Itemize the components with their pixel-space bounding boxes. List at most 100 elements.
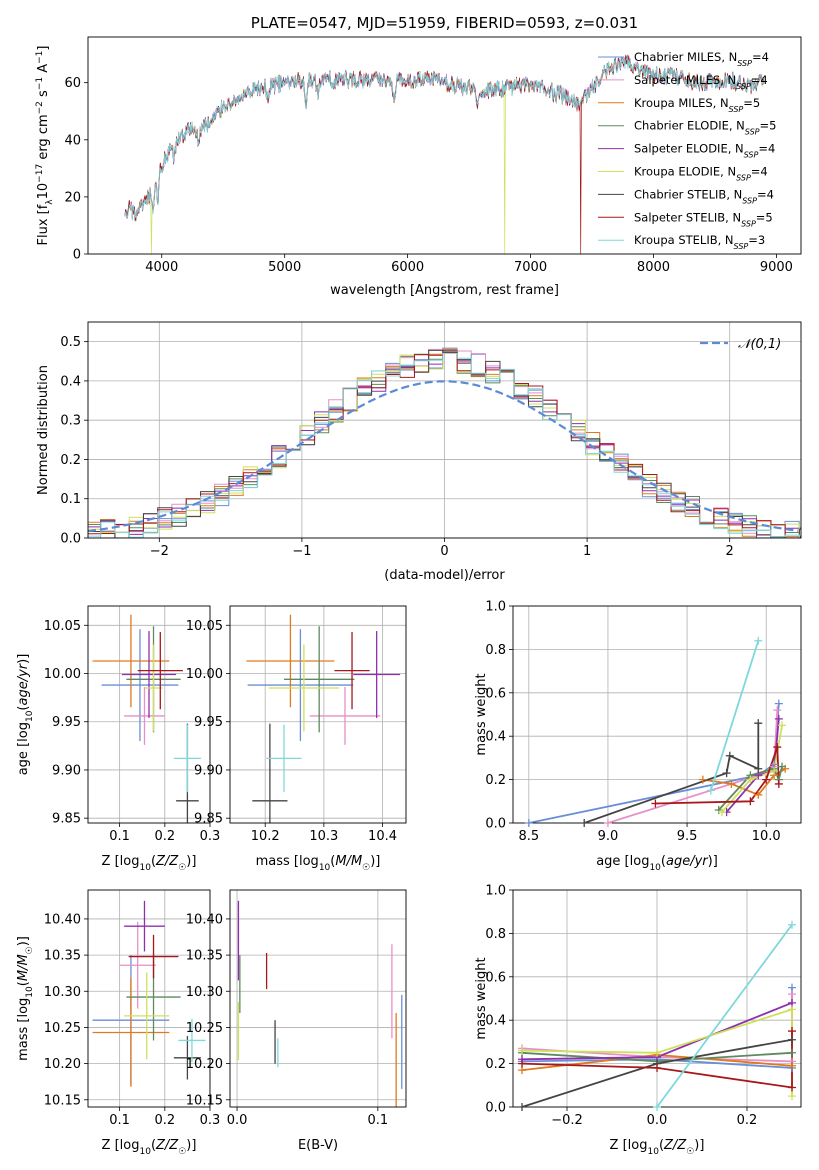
label-part: age/yr <box>666 854 709 869</box>
x-tick-label: 9.5 <box>677 829 698 844</box>
label-part: ( <box>330 854 335 869</box>
label-part: mass [log <box>256 854 319 869</box>
legend-text: Salpeter STELIB, N <box>634 210 741 224</box>
label-part: Z [log <box>102 854 140 869</box>
weight-marker-0 <box>774 699 783 708</box>
weight-marker-7 <box>653 1063 661 1072</box>
legend-label-8: Kroupa STELIB, NSSP=3 <box>634 233 765 251</box>
weight-marker-2 <box>788 1061 796 1070</box>
weight-marker-7 <box>518 1059 526 1068</box>
y-tick-label: 10.20 <box>186 1057 223 1072</box>
x-axis-label: wavelength [Angstrom, rest frame] <box>330 283 559 298</box>
legend-sub: SSP <box>745 127 760 136</box>
x-tick-label: 0.0 <box>647 1113 668 1128</box>
y-tick-label: 10.20 <box>44 1057 81 1072</box>
chart-title: PLATE=0547, MJD=51959, FIBERID=0593, z=0… <box>251 14 638 32</box>
legend-sub: SSP <box>736 173 751 182</box>
label-part: ( <box>151 1138 156 1153</box>
x-tick-label: 4000 <box>145 260 178 275</box>
label-part: Z/Z <box>663 1138 687 1153</box>
x-tick-label: 10.0 <box>752 829 781 844</box>
weight-marker-7 <box>788 1083 796 1092</box>
y-tick-label: 40 <box>64 133 81 148</box>
x-tick-label: −2 <box>150 544 169 559</box>
legend-sub: SSP <box>734 242 749 251</box>
y-tick-label: 0.1 <box>60 492 81 507</box>
x-tick-label: −0.2 <box>551 1113 583 1128</box>
y-tick-label: 10.30 <box>186 985 223 1000</box>
x-axis-label: mass [log10(M/M☉)] <box>256 854 381 873</box>
y-tick-label: 0.0 <box>485 1101 506 1116</box>
y-tick-label: 9.90 <box>194 763 223 778</box>
y-tick-label: 10.35 <box>186 949 223 964</box>
legend-label-1: Salpeter MILES, NSSP=4 <box>634 73 768 91</box>
weight-marker-8 <box>653 1103 661 1111</box>
label-part: −17 <box>35 164 45 183</box>
y-tick-label: 60 <box>64 76 81 91</box>
y-tick-label: 10.35 <box>44 949 81 964</box>
label-part: ( <box>151 854 156 869</box>
axes-frame <box>512 605 802 824</box>
plot-area <box>88 606 210 823</box>
label-part: Z [log <box>102 1138 140 1153</box>
y-axis-label: mass weight <box>474 673 489 755</box>
weight-marker-6 <box>722 769 731 778</box>
weight-line-8 <box>709 640 760 791</box>
y-tick-label: 0.4 <box>485 730 506 745</box>
spectrum-line-8 <box>124 56 764 221</box>
label-part: M/M <box>16 954 31 981</box>
legend-sub: SSP <box>729 104 744 113</box>
weight-marker-2 <box>698 775 707 784</box>
y-tick-label: 9.90 <box>52 763 81 778</box>
legend-text: Kroupa MILES, N <box>634 96 729 110</box>
weight-marker-5 <box>518 1046 526 1055</box>
weight-marker-4 <box>774 714 783 723</box>
x-tick-label: 0.3 <box>200 1113 221 1128</box>
weight-marker-3 <box>778 762 787 771</box>
weight-marker-3 <box>788 1048 796 1057</box>
label-part: 10 <box>647 1147 659 1157</box>
label-part: mass [log <box>16 998 31 1061</box>
weight-marker-7 <box>788 1027 796 1036</box>
y-tick-label: 0.2 <box>60 453 81 468</box>
weight-marker-7 <box>746 797 755 806</box>
weight-marker-5 <box>770 766 779 775</box>
legend-text: Salpeter MILES, N <box>634 73 736 87</box>
y-tick-label: 9.85 <box>52 812 81 827</box>
label-part: ☉ <box>362 863 370 873</box>
label-part: −1 <box>35 51 45 64</box>
x-tick-label: 2 <box>726 544 734 559</box>
legend-label-normal: 𝒩(0,1) <box>738 337 781 352</box>
legend-label-7: Salpeter STELIB, NSSP=5 <box>634 210 773 228</box>
y-tick-label: 0.2 <box>485 1057 506 1072</box>
label-part: Z/Z <box>155 854 179 869</box>
weight-marker-2 <box>727 779 736 788</box>
label-part: Z/Z <box>155 1138 179 1153</box>
x-tick-label: 0.1 <box>367 1113 388 1128</box>
label-part: ( <box>16 706 31 711</box>
label-part: )] <box>186 1138 196 1153</box>
y-tick-label: 0.2 <box>485 773 506 788</box>
weight-marker-6 <box>754 719 763 728</box>
label-part: Flux [f <box>36 204 51 245</box>
label-part: )] <box>370 854 380 869</box>
label-part: 10 <box>25 986 35 998</box>
y-tick-label: 0.6 <box>485 686 506 701</box>
legend-sub: SSP <box>741 219 756 228</box>
weight-marker-5 <box>778 721 787 730</box>
label-part: age/yr <box>16 662 31 705</box>
mass-vs-metallicity-panel: 0.1 0.2 0.3 10.15 10.20 10.25 10.30 10.35 10.40 m… <box>16 889 221 1157</box>
legend-sub: SSP <box>737 59 752 68</box>
label-part: 10 <box>25 710 35 722</box>
x-tick-label: 7000 <box>514 260 547 275</box>
y-axis-label: mass weight <box>474 957 489 1039</box>
label-part: 10 <box>36 183 51 200</box>
y-tick-label: 10.05 <box>44 619 81 634</box>
y-tick-label: 10.25 <box>44 1021 81 1036</box>
plot-area <box>513 890 801 1107</box>
label-part: erg cm <box>36 114 51 163</box>
y-axis-label: age [log10(age/yr)] <box>16 654 35 776</box>
mass-vs-extinction-panel: 0.0 0.1 10.15 10.20 10.25 10.30 10.35 10.40 E(B-… <box>186 889 407 1153</box>
weight-marker-0 <box>524 819 533 827</box>
label-part: age [log <box>596 854 649 869</box>
